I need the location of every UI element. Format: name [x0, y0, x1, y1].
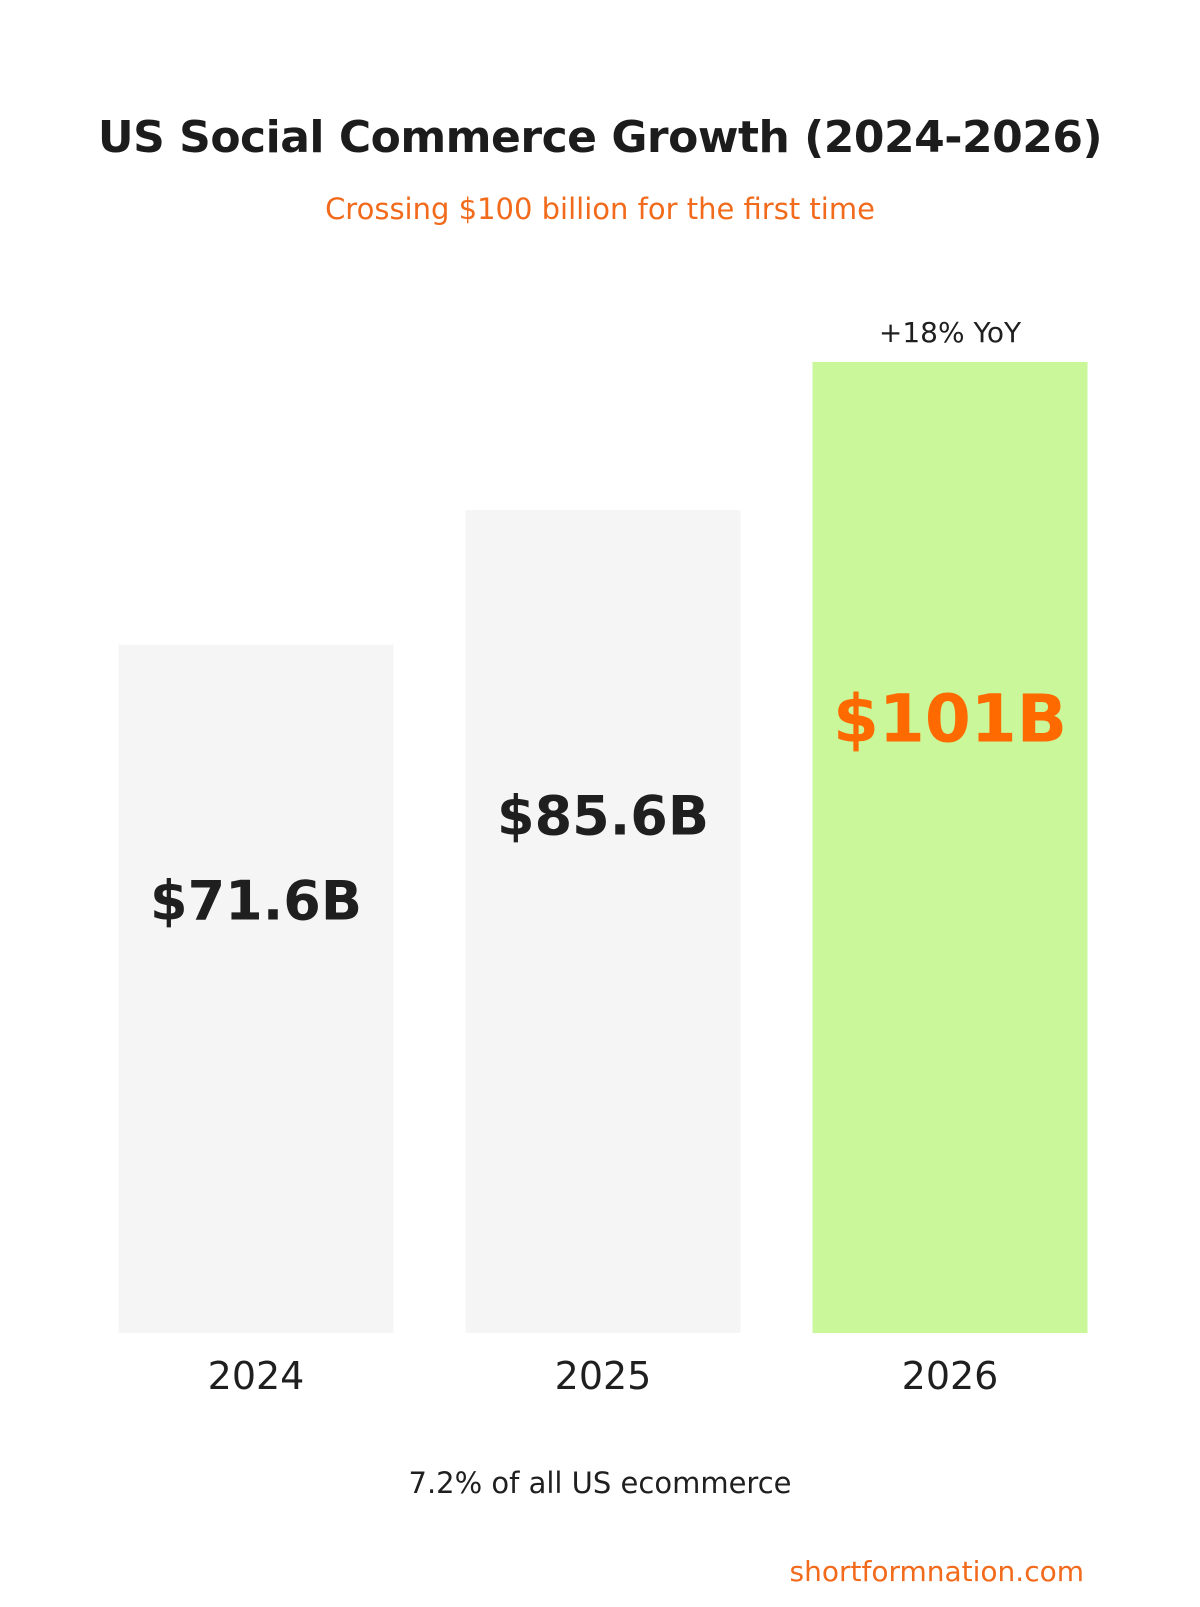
bar-2024	[118, 644, 394, 1333]
data-label-2025: $85.6B	[497, 785, 709, 848]
chart-subtitle: Crossing $100 billion for the first time	[325, 192, 875, 226]
data-label-2026: $101B	[833, 680, 1067, 757]
footnote: 7.2% of all US ecommerce	[408, 1466, 792, 1500]
source-link[interactable]: shortformnation.com	[789, 1555, 1084, 1588]
bar-2025	[465, 510, 741, 1333]
annotation-yoy: +18% YoY	[879, 316, 1022, 349]
chart-title: US Social Commerce Growth (2024-2026)	[97, 112, 1103, 163]
x-tick-label-2026: 2026	[902, 1354, 999, 1398]
bar-2026	[812, 362, 1088, 1333]
x-tick-label-2024: 2024	[208, 1354, 305, 1398]
data-label-2024: $71.6B	[150, 869, 362, 932]
x-tick-label-2025: 2025	[555, 1354, 652, 1398]
